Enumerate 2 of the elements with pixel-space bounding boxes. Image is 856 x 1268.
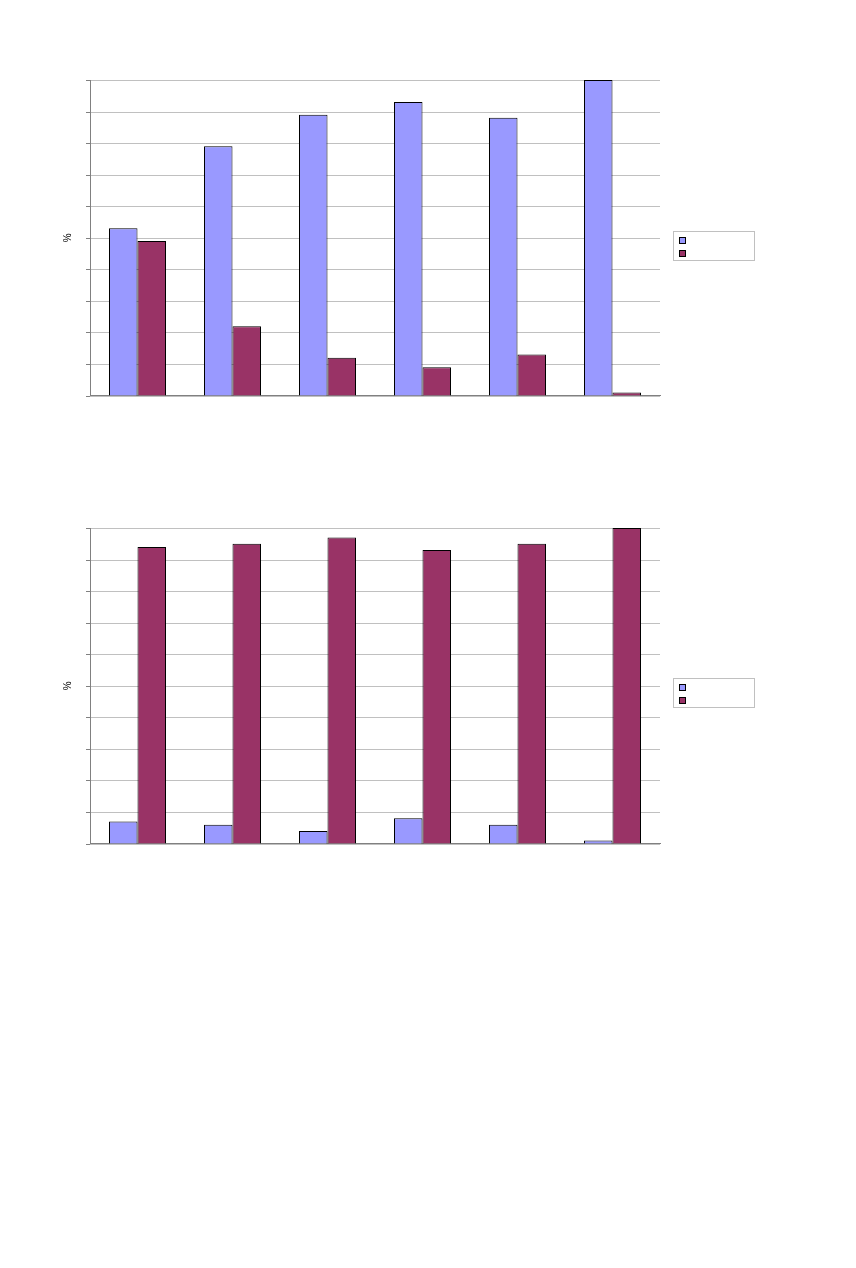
y-axis-title: % — [61, 681, 73, 691]
y-axis-title: % — [61, 233, 73, 243]
